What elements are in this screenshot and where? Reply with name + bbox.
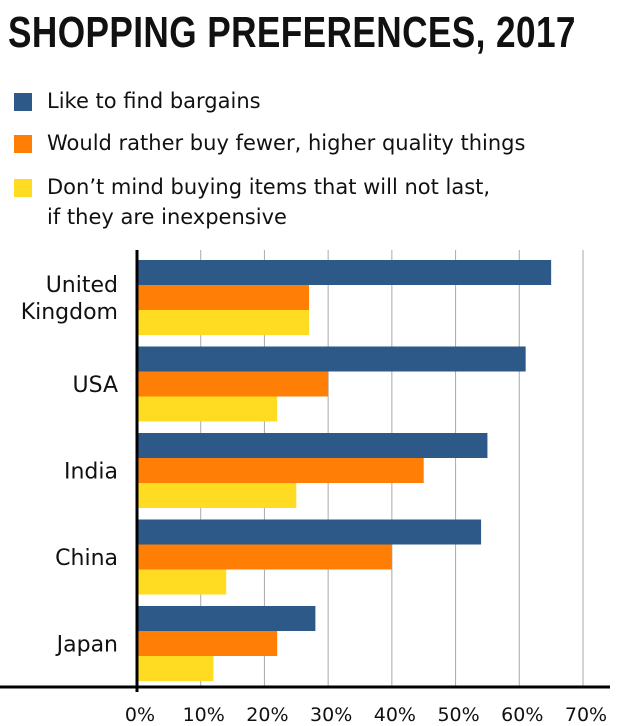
- category-label: India: [64, 460, 118, 485]
- category-label: USA: [72, 373, 118, 398]
- x-tick-label: 0%: [125, 704, 155, 726]
- bar-1-4: [137, 631, 278, 656]
- x-tick-label: 40%: [374, 704, 416, 726]
- bar-2-3: [137, 569, 227, 595]
- bar-0-0: [137, 260, 552, 285]
- bar-2-0: [137, 310, 310, 335]
- legend-label: Like to find bargains: [47, 89, 261, 113]
- bar-1-0: [137, 285, 310, 310]
- legend-label: Don’t mind buying items that will not la…: [47, 175, 491, 199]
- bar-2-4: [137, 656, 214, 681]
- x-tick-label: 20%: [246, 704, 288, 726]
- bar-1-1: [137, 371, 329, 397]
- bar-2-1: [137, 396, 278, 422]
- bar-1-3: [137, 544, 392, 570]
- bar-1-2: [137, 458, 424, 483]
- category-label: United: [46, 273, 118, 298]
- x-tick-label: 50%: [437, 704, 479, 726]
- category-label: Japan: [55, 633, 118, 658]
- x-tick-label: 60%: [501, 704, 543, 726]
- x-tick-label: 70%: [565, 704, 607, 726]
- legend-swatch: [14, 93, 32, 111]
- bar-0-2: [137, 433, 488, 458]
- bar-2-2: [137, 483, 297, 508]
- bar-0-4: [137, 606, 316, 631]
- legend-label: Would rather buy fewer, higher quality t…: [47, 131, 526, 155]
- category-label: Kingdom: [21, 300, 118, 325]
- legend-swatch: [14, 135, 32, 153]
- legend-label-line2: if they are inexpensive: [47, 205, 287, 229]
- bar-0-3: [137, 519, 482, 545]
- chart-title: SHOPPING PREFERENCES, 2017: [8, 8, 576, 57]
- category-label: China: [55, 546, 118, 571]
- bar-0-1: [137, 346, 526, 372]
- x-tick-label: 10%: [183, 704, 225, 726]
- legend-swatch: [14, 179, 32, 197]
- x-tick-label: 30%: [310, 704, 352, 726]
